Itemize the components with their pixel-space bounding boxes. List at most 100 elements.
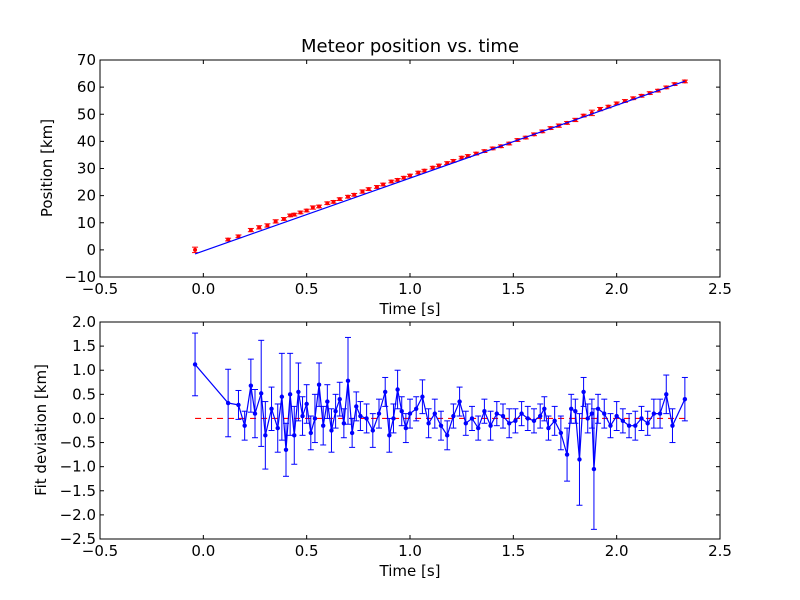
deviation-data-point bbox=[595, 406, 601, 411]
deviation-data-point bbox=[252, 411, 258, 416]
deviation-xtick-label: 2.5 bbox=[708, 542, 732, 560]
position-data-point bbox=[281, 216, 286, 221]
deviation-chart: −0.5 0.0 0.5 1.0 1.5 2.0 2.5 −2.5 −2.0 −1.5 −1.0 −0… bbox=[32, 313, 732, 580]
position-xtick-label: 1.5 bbox=[501, 280, 525, 298]
position-xtick-label: 0.0 bbox=[191, 280, 215, 298]
deviation-xtick-label: 0.5 bbox=[295, 542, 319, 560]
position-ytick-label: 0 bbox=[86, 241, 96, 259]
deviation-data-point bbox=[569, 406, 574, 411]
position-data-point bbox=[401, 175, 406, 180]
position-ytick-label: 30 bbox=[77, 160, 96, 178]
position-data-point bbox=[273, 219, 278, 224]
deviation-data-point bbox=[577, 457, 582, 462]
deviation-data-point bbox=[451, 413, 456, 419]
deviation-data-point bbox=[531, 418, 537, 424]
position-data-point bbox=[310, 205, 315, 210]
position-data-point bbox=[389, 179, 394, 184]
deviation-data-point bbox=[283, 447, 289, 452]
deviation-data-point bbox=[312, 416, 318, 421]
position-xtick-label: 1.0 bbox=[398, 280, 422, 298]
deviation-data-point bbox=[236, 402, 241, 408]
deviation-data-point bbox=[519, 411, 524, 416]
deviation-data-point bbox=[513, 418, 518, 424]
deviation-data-point bbox=[469, 416, 475, 421]
deviation-data-point bbox=[263, 433, 268, 438]
deviation-data-point bbox=[407, 411, 413, 416]
position-data-point bbox=[304, 208, 309, 213]
deviation-data-point bbox=[358, 413, 363, 419]
deviation-chart-ticks: −0.5 0.0 0.5 1.0 1.5 2.0 2.5 −2.5 −2.0 −1.5 −1.0 −0… bbox=[60, 313, 732, 560]
deviation-xtick-label: 2.0 bbox=[605, 542, 629, 560]
deviation-data-point bbox=[192, 362, 198, 367]
deviation-data-point bbox=[248, 383, 254, 388]
deviation-data-point bbox=[225, 400, 231, 406]
deviation-data-point bbox=[445, 433, 450, 438]
deviation-data-point bbox=[414, 406, 419, 411]
deviation-ytick-label: −0.5 bbox=[60, 434, 96, 452]
position-chart: Meteor position vs. time −0.5 0.0 0.5 1.0 1.… bbox=[38, 36, 732, 318]
deviation-data-point bbox=[546, 425, 551, 431]
position-data-point bbox=[331, 199, 336, 204]
position-xtick-label: 2.0 bbox=[605, 280, 629, 298]
position-ytick-label: 10 bbox=[77, 214, 96, 232]
deviation-data-point bbox=[581, 389, 586, 395]
deviation-data-point bbox=[329, 428, 334, 433]
deviation-ytick-label: 1.0 bbox=[72, 361, 96, 379]
position-data-point bbox=[395, 177, 400, 182]
deviation-data-point bbox=[308, 430, 313, 436]
deviation-data-point bbox=[269, 406, 274, 411]
deviation-data-point bbox=[657, 411, 663, 416]
deviation-data-point bbox=[664, 392, 669, 397]
deviation-chart-frame bbox=[99, 321, 721, 540]
deviation-data-point bbox=[457, 399, 462, 404]
deviation-data-point bbox=[296, 389, 301, 395]
position-data-point bbox=[226, 237, 231, 242]
deviation-data-point bbox=[399, 409, 404, 414]
deviation-xtick-label: −0.5 bbox=[82, 542, 118, 560]
deviation-chart-xlabel: Time [s] bbox=[379, 562, 441, 580]
deviation-data-point bbox=[558, 430, 564, 436]
deviation-chart-data bbox=[192, 332, 688, 530]
position-data-point bbox=[346, 194, 350, 199]
deviation-data-point bbox=[304, 401, 309, 407]
position-ytick-label: 70 bbox=[77, 51, 96, 69]
position-data-point bbox=[265, 223, 270, 228]
position-data-point bbox=[408, 173, 412, 178]
deviation-xtick-label: 1.5 bbox=[501, 542, 525, 560]
deviation-data-point bbox=[608, 423, 613, 428]
deviation-data-point bbox=[259, 391, 264, 396]
position-data-point bbox=[248, 228, 253, 233]
deviation-data-point bbox=[403, 425, 409, 431]
deviation-data-point bbox=[432, 411, 437, 416]
deviation-data-point bbox=[364, 416, 369, 421]
deviation-data-point bbox=[383, 389, 388, 395]
position-data-point bbox=[298, 210, 303, 215]
deviation-data-point bbox=[552, 418, 557, 424]
deviation-data-point bbox=[645, 421, 650, 426]
position-chart-title: Meteor position vs. time bbox=[301, 36, 519, 57]
position-data-point bbox=[436, 163, 441, 168]
position-chart-ylabel: Position [km] bbox=[38, 119, 56, 217]
deviation-data-point bbox=[476, 425, 481, 431]
deviation-data-point bbox=[542, 406, 547, 411]
deviation-data-point bbox=[242, 423, 247, 428]
deviation-data-point bbox=[463, 421, 468, 426]
deviation-data-point bbox=[337, 396, 342, 402]
position-data-point bbox=[193, 247, 198, 252]
deviation-data-point bbox=[316, 382, 322, 387]
position-xtick-label: −0.5 bbox=[82, 280, 118, 298]
deviation-data-point bbox=[507, 421, 512, 426]
position-data-point bbox=[422, 168, 427, 173]
deviation-ytick-label: 1.5 bbox=[72, 337, 96, 355]
deviation-data-point bbox=[376, 411, 382, 416]
deviation-data-point bbox=[292, 433, 297, 438]
deviation-ytick-label: −1.0 bbox=[60, 458, 96, 476]
position-chart-data bbox=[192, 79, 688, 255]
deviation-ytick-label: −2.0 bbox=[60, 506, 96, 524]
deviation-data-point bbox=[325, 399, 330, 404]
position-data-point bbox=[360, 189, 365, 194]
deviation-ytick-label: −2.5 bbox=[60, 530, 96, 548]
deviation-data-point bbox=[602, 411, 607, 416]
deviation-data-point bbox=[626, 423, 632, 428]
